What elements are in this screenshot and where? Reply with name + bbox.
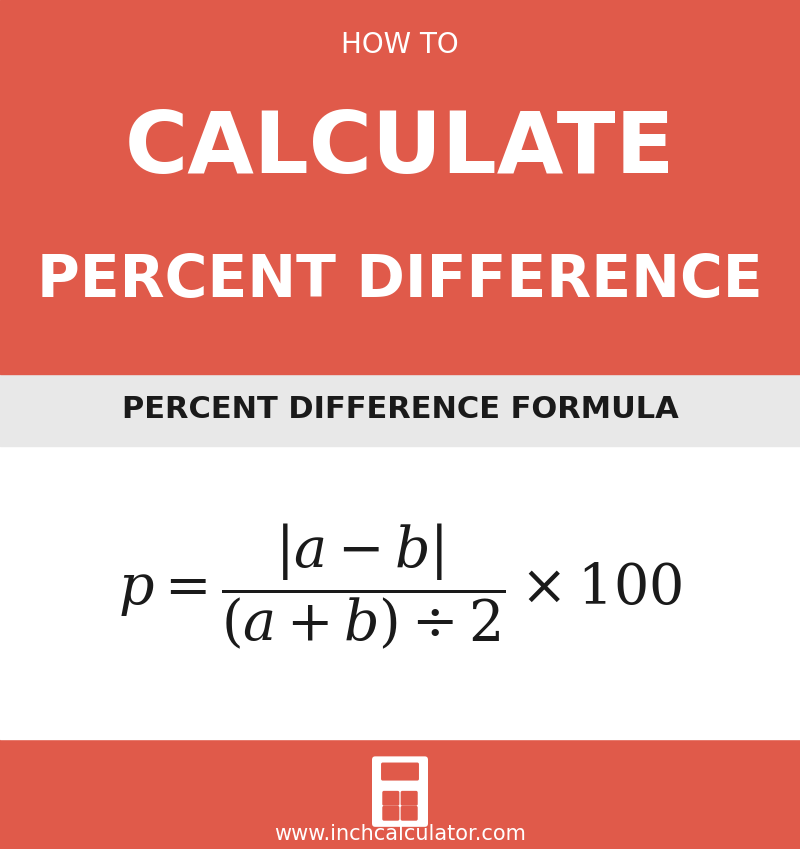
Bar bbox=[0, 446, 800, 739]
Text: www.inchcalculator.com: www.inchcalculator.com bbox=[274, 824, 526, 844]
FancyBboxPatch shape bbox=[372, 756, 428, 827]
FancyBboxPatch shape bbox=[382, 791, 399, 806]
Text: PERCENT DIFFERENCE: PERCENT DIFFERENCE bbox=[37, 251, 763, 309]
FancyBboxPatch shape bbox=[401, 791, 418, 806]
Text: $p = \dfrac{|a - b|}{(a + b) \div 2} \times 100$: $p = \dfrac{|a - b|}{(a + b) \div 2} \ti… bbox=[118, 521, 682, 651]
Bar bbox=[0, 374, 800, 446]
Bar bbox=[0, 739, 800, 849]
Text: HOW TO: HOW TO bbox=[341, 31, 459, 59]
FancyBboxPatch shape bbox=[382, 806, 399, 821]
Bar bbox=[0, 0, 800, 374]
FancyBboxPatch shape bbox=[401, 806, 418, 821]
Text: PERCENT DIFFERENCE FORMULA: PERCENT DIFFERENCE FORMULA bbox=[122, 395, 678, 424]
FancyBboxPatch shape bbox=[381, 762, 419, 780]
Text: CALCULATE: CALCULATE bbox=[125, 108, 675, 191]
